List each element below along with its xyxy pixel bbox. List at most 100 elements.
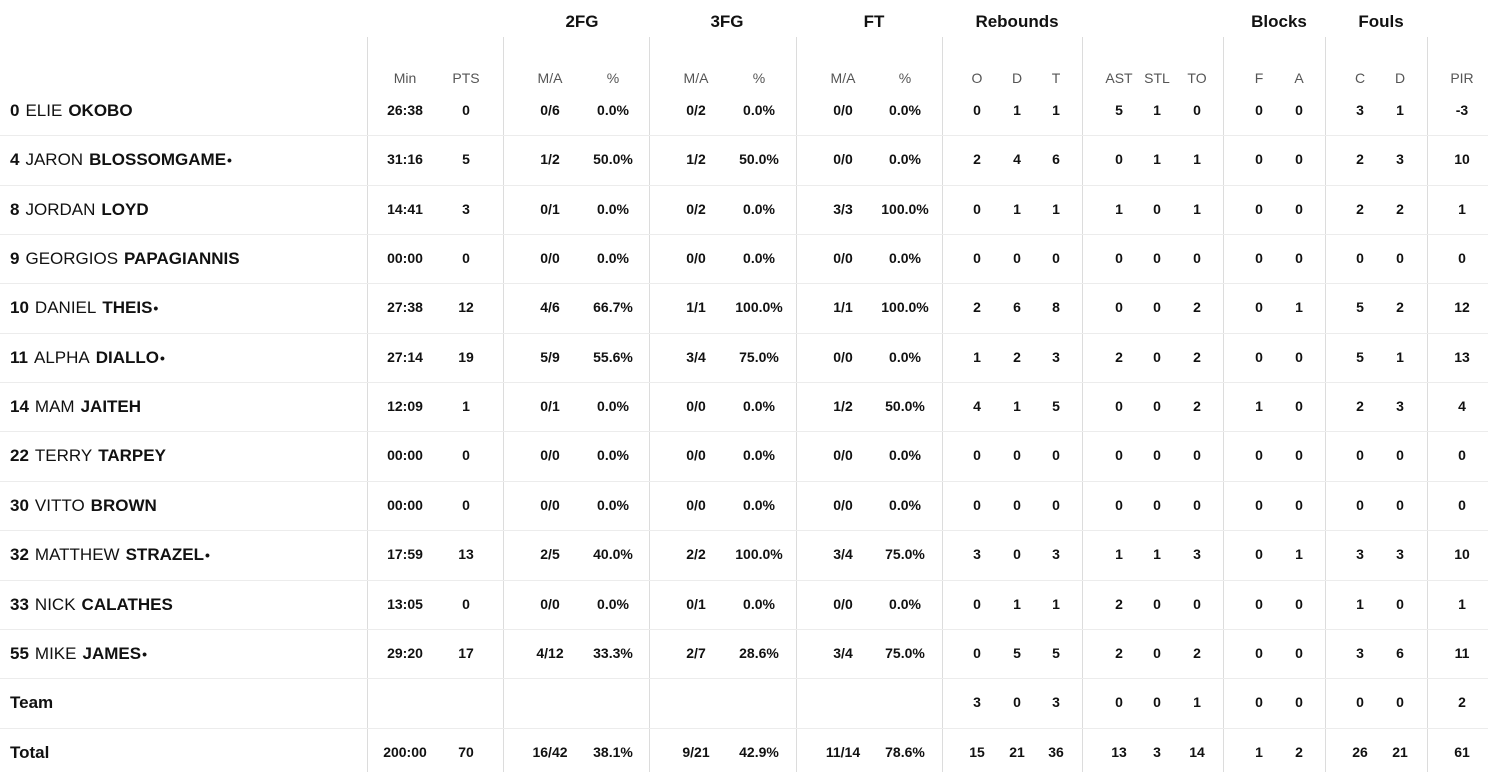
player-first-name: JORDAN (25, 199, 96, 219)
cell-fg3-ma: 0/0 (686, 496, 706, 513)
cell-ft-pct: 75.0% (885, 546, 925, 563)
cell-ft-pct: 0.0% (889, 496, 921, 513)
player-last-name: JAMES (82, 643, 142, 663)
cell-ft-ma: 0/0 (833, 496, 853, 513)
col-header-reb-d[interactable]: D (1011, 70, 1023, 86)
cell-pir: 12 (1454, 299, 1470, 316)
cell-blk-a: 0 (1295, 398, 1303, 415)
col-header-ft-pct[interactable]: % (898, 70, 912, 86)
cell-reb-d: 0 (1013, 546, 1021, 563)
cell-foul-c: 5 (1356, 299, 1364, 316)
cell-blk-f: 0 (1255, 200, 1263, 217)
cell-min: 200:00 (383, 743, 427, 760)
col-header-to[interactable]: TO (1187, 70, 1207, 86)
starter-marker: • (153, 300, 159, 317)
col-header-blk-a[interactable]: A (1294, 70, 1304, 86)
cell-fg3-ma: 1/2 (686, 151, 706, 168)
player-name[interactable]: 10 DANIEL THEIS• (10, 283, 158, 332)
col-header-reb-o[interactable]: O (971, 70, 983, 86)
col-header-foul-d[interactable]: D (1394, 70, 1406, 86)
col-header-ft-ma[interactable]: M/A (830, 70, 856, 86)
col-header-pir[interactable]: PIR (1450, 70, 1474, 86)
cell-stl: 0 (1153, 595, 1161, 612)
cell-reb-d: 21 (1009, 743, 1025, 760)
cell-foul-d: 6 (1396, 644, 1404, 661)
cell-blk-f: 0 (1255, 644, 1263, 661)
cell-pir: 0 (1458, 447, 1466, 464)
col-header-blk-f[interactable]: F (1254, 70, 1264, 86)
cell-fg3-pct: 100.0% (735, 299, 783, 316)
cell-reb-t: 3 (1052, 694, 1060, 711)
cell-fg2-pct: 38.1% (593, 743, 633, 760)
cell-to: 14 (1189, 743, 1205, 760)
cell-blk-f: 0 (1255, 102, 1263, 118)
cell-fg2-pct: 0.0% (597, 398, 629, 415)
cell-fg2-ma: 5/9 (540, 348, 560, 365)
player-first-name: GEORGIOS (25, 249, 119, 269)
player-name[interactable]: 22 TERRY TARPEY (10, 431, 167, 480)
col-header-3fg-ma[interactable]: M/A (683, 70, 709, 86)
cell-pts: 12 (458, 299, 474, 316)
col-header-pts[interactable]: PTS (452, 70, 480, 86)
player-name[interactable]: 0 ELIE OKOBO (10, 86, 134, 135)
player-name[interactable]: 32 MATTHEW STRAZEL• (10, 530, 210, 579)
player-name[interactable]: 14 MAM JAITEH (10, 382, 142, 431)
col-header-foul-c[interactable]: C (1354, 70, 1366, 86)
cell-fg3-pct: 0.0% (743, 250, 775, 267)
cell-ast: 2 (1115, 644, 1123, 661)
player-name[interactable]: 30 VITTO BROWN (10, 481, 158, 530)
player-name[interactable]: 55 MIKE JAMES• (10, 629, 147, 678)
col-header-ast[interactable]: AST (1105, 70, 1133, 86)
cell-pir: 1 (1458, 595, 1466, 612)
player-first-name: JARON (25, 150, 84, 170)
cell-foul-c: 5 (1356, 348, 1364, 365)
player-name[interactable]: 33 NICK CALATHES (10, 580, 174, 629)
cell-foul-c: 0 (1356, 496, 1364, 513)
player-name[interactable]: 4 JARON BLOSSOMGAME• (10, 135, 232, 184)
col-header-reb-t[interactable]: T (1051, 70, 1061, 86)
player-name[interactable]: 8 JORDAN LOYD (10, 185, 150, 234)
cell-fg3-pct: 0.0% (743, 398, 775, 415)
cell-reb-o: 1 (973, 348, 981, 365)
column-divider (1325, 37, 1326, 772)
player-name[interactable]: 11 ALPHA DIALLO• (10, 333, 165, 382)
cell-reb-d: 5 (1013, 644, 1021, 661)
cell-ft-ma: 1/2 (833, 398, 853, 415)
cell-ft-pct: 50.0% (885, 398, 925, 415)
cell-fg2-ma: 0/1 (540, 398, 560, 415)
player-number: 8 (10, 199, 20, 219)
cell-stl: 0 (1153, 496, 1161, 513)
col-header-2fg-ma[interactable]: M/A (537, 70, 563, 86)
cell-reb-o: 0 (973, 644, 981, 661)
row-divider (0, 332, 1488, 334)
col-header-2fg-pct[interactable]: % (606, 70, 620, 86)
cell-pts: 17 (458, 644, 474, 661)
cell-reb-d: 1 (1013, 398, 1021, 415)
player-last-name: OKOBO (68, 101, 133, 120)
player-row: 32 MATTHEW STRAZEL• 17:59 13 2/5 40.0% 2/2 100.0… (0, 530, 1488, 579)
col-header-stl[interactable]: STL (1144, 70, 1170, 86)
cell-ast: 0 (1115, 447, 1123, 464)
cell-pir: 0 (1458, 250, 1466, 267)
cell-to: 0 (1193, 447, 1201, 464)
player-last-name: BROWN (90, 495, 157, 515)
col-header-min[interactable]: Min (393, 70, 417, 86)
cell-reb-t: 1 (1052, 102, 1060, 118)
cell-fg3-ma: 0/0 (686, 398, 706, 415)
cell-foul-d: 2 (1396, 299, 1404, 316)
cell-min: 17:59 (387, 546, 423, 563)
cell-reb-d: 0 (1013, 694, 1021, 711)
row-divider (0, 382, 1488, 384)
cell-ft-ma: 0/0 (833, 102, 853, 118)
cell-fg2-pct: 66.7% (593, 299, 633, 316)
cell-fg3-pct: 50.0% (739, 151, 779, 168)
player-row: 33 NICK CALATHES 13:05 0 0/0 0.0% 0/1 0.0% 0/0 0.0… (0, 579, 1488, 629)
col-header-3fg-pct[interactable]: % (752, 70, 766, 86)
player-name[interactable]: 9 GEORGIOS PAPAGIANNIS (10, 234, 241, 283)
cell-pts: 0 (462, 447, 470, 464)
cell-ft-pct: 0.0% (889, 447, 921, 464)
cell-to: 2 (1193, 299, 1201, 316)
cell-foul-c: 26 (1352, 743, 1368, 760)
column-divider (367, 37, 368, 772)
cell-foul-d: 3 (1396, 546, 1404, 563)
